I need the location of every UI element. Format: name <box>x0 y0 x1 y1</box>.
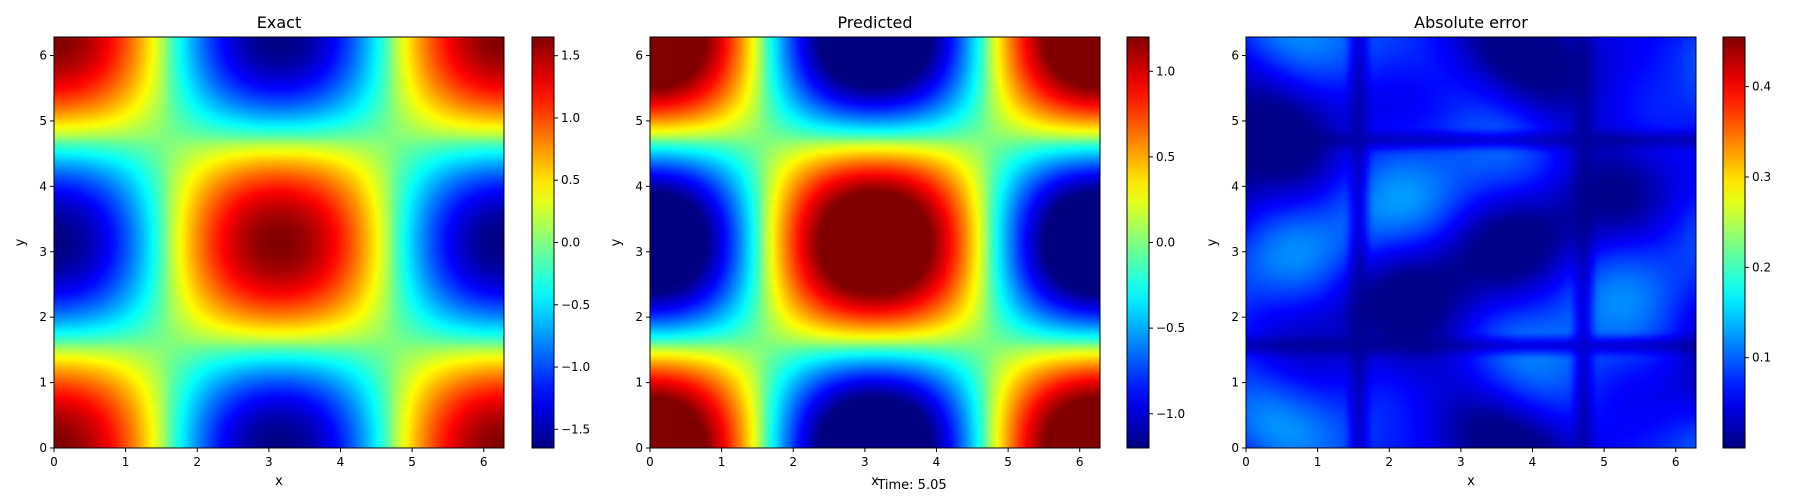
panel-title: Absolute error <box>1414 13 1528 32</box>
colorbar-tick-label: −1.5 <box>561 422 590 436</box>
y-axis-label: y <box>1205 238 1220 246</box>
colorbar-tick-label: −0.5 <box>561 298 590 312</box>
x-tick-label: 6 <box>1672 455 1680 469</box>
y-tick-label: 2 <box>1231 310 1239 324</box>
y-tick-label: 0 <box>635 441 643 455</box>
colorbar-tick-label: −1.0 <box>561 360 590 374</box>
y-tick-label: 6 <box>39 49 47 63</box>
heatmap-image <box>1246 37 1696 448</box>
x-tick-label: 5 <box>408 455 416 469</box>
x-tick-label: 4 <box>1529 455 1537 469</box>
axes-frame <box>53 36 505 449</box>
y-axis-label: y <box>13 238 28 246</box>
panel-title: Exact <box>257 13 301 32</box>
figure-time-label: Time: 5.05 <box>876 478 946 493</box>
y-tick-label: 0 <box>1231 441 1239 455</box>
x-tick-label: 6 <box>1076 455 1084 469</box>
panel-title: Predicted <box>837 13 912 32</box>
x-tick-label: 3 <box>861 455 869 469</box>
x-tick-label: 0 <box>50 455 58 469</box>
y-tick-label: 4 <box>1231 179 1239 193</box>
y-tick-label: 5 <box>1231 114 1239 128</box>
y-tick-label: 2 <box>39 310 47 324</box>
colorbar-frame <box>1722 36 1746 449</box>
x-tick-label: 5 <box>1600 455 1608 469</box>
colorbar-tick-label: 1.0 <box>1156 64 1175 78</box>
y-tick-label: 3 <box>635 245 643 259</box>
y-tick-label: 3 <box>1231 245 1239 259</box>
x-axis-label: x <box>871 474 879 489</box>
x-tick-label: 4 <box>337 455 345 469</box>
x-axis-label: x <box>275 474 283 489</box>
x-tick-label: 2 <box>789 455 797 469</box>
x-tick-label: 4 <box>933 455 941 469</box>
axes-frame <box>649 36 1101 449</box>
colorbar-tick-label: 0.1 <box>1752 351 1771 365</box>
x-tick-label: 3 <box>1457 455 1465 469</box>
x-axis-label: x <box>1467 474 1475 489</box>
x-tick-label: 0 <box>1242 455 1250 469</box>
y-tick-label: 4 <box>635 179 643 193</box>
y-tick-label: 1 <box>1231 376 1239 390</box>
colorbar-tick-label: 0.0 <box>561 236 580 250</box>
y-tick-label: 1 <box>39 376 47 390</box>
colorbar-tick-label: 0.4 <box>1752 80 1771 94</box>
x-tick-label: 1 <box>1314 455 1322 469</box>
colorbar-tick-label: 0.5 <box>1156 150 1175 164</box>
colorbar-tick-label: −0.5 <box>1156 321 1185 335</box>
x-tick-label: 0 <box>646 455 654 469</box>
panel-1: Exact 0 1 2 3 4 5 6 0 1 2 3 4 5 6 x y −1.5 −1.0 −0.5 0.0 0.5 1… <box>13 13 590 489</box>
x-tick-label: 6 <box>480 455 488 469</box>
y-tick-label: 5 <box>635 114 643 128</box>
y-tick-label: 2 <box>635 310 643 324</box>
y-tick-label: 0 <box>39 441 47 455</box>
y-tick-label: 5 <box>39 114 47 128</box>
x-tick-label: 1 <box>718 455 726 469</box>
y-tick-label: 6 <box>1231 49 1239 63</box>
colorbar <box>1127 37 1149 448</box>
colorbar <box>532 37 554 448</box>
colorbar-tick-label: 1.5 <box>561 49 580 63</box>
panel-2: Predicted 0 1 2 3 4 5 6 0 1 2 3 4 5 6 x y −1.0 −0.5 0.0 0.5 1… <box>609 13 1185 489</box>
y-axis-label: y <box>609 238 624 246</box>
axes-frame <box>1245 36 1697 449</box>
heatmap-image <box>650 37 1100 448</box>
colorbar-tick-label: 0.5 <box>561 173 580 187</box>
colorbar-tick-label: −1.0 <box>1156 407 1185 421</box>
x-tick-label: 2 <box>1385 455 1393 469</box>
y-tick-label: 1 <box>635 376 643 390</box>
colorbar-tick-label: 0.0 <box>1156 236 1175 250</box>
y-tick-label: 6 <box>635 49 643 63</box>
heatmap-image <box>54 37 504 448</box>
colorbar-tick-label: 1.0 <box>561 111 580 125</box>
panel-3: Absolute error 0 1 2 3 4 5 6 0 1 2 3 4 5 6 x y 0.1 0.2 0.3 0… <box>1205 13 1771 489</box>
y-tick-label: 3 <box>39 245 47 259</box>
x-tick-label: 3 <box>265 455 273 469</box>
colorbar-tick-label: 0.2 <box>1752 260 1771 274</box>
colorbar <box>1723 37 1745 448</box>
x-tick-label: 2 <box>193 455 201 469</box>
y-tick-label: 4 <box>39 179 47 193</box>
colorbar-tick-label: 0.3 <box>1752 170 1771 184</box>
x-tick-label: 1 <box>122 455 130 469</box>
x-tick-label: 5 <box>1004 455 1012 469</box>
